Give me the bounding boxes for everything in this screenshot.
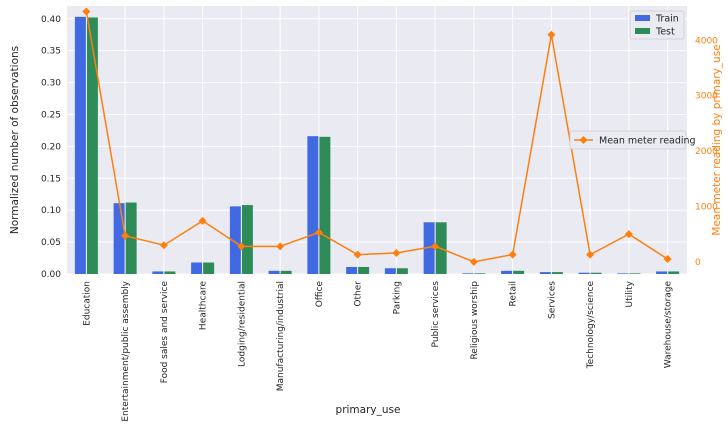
legend-label-mean: Mean meter reading	[599, 136, 696, 147]
mean-meter-marker	[314, 228, 323, 237]
y-tick-label: 0.15	[41, 174, 61, 184]
legend-line-marker	[579, 136, 588, 144]
mean-meter-marker	[508, 250, 517, 259]
bar-train	[462, 273, 474, 274]
mean-meter-marker	[547, 30, 556, 39]
bar-test	[629, 273, 641, 274]
bar-test	[551, 272, 563, 274]
legend-label-test: Test	[655, 27, 675, 38]
bar-train	[384, 268, 396, 274]
legend-label-train: Train	[655, 14, 679, 25]
x-tick-label: Technology/science	[586, 281, 596, 370]
y-tick-label: 0.40	[41, 15, 61, 25]
legend-line: Mean meter reading	[569, 130, 696, 150]
bar-test	[164, 271, 176, 274]
y-axis-right-label: Mean meter reading by primary_use	[711, 44, 723, 235]
y-right-tick-label: 2000	[695, 147, 718, 157]
x-tick-label: Warehouse/storage	[664, 281, 674, 369]
mean-meter-marker	[159, 241, 168, 250]
bar-test	[358, 266, 370, 274]
y-right-tick-label: 3000	[695, 92, 718, 102]
bar-train	[152, 271, 164, 274]
bar-train	[423, 222, 435, 274]
y-right-tick-label: 4000	[695, 36, 718, 46]
mean-meter-marker	[82, 7, 91, 16]
x-tick-label: Public services	[431, 281, 441, 348]
x-tick-label: Retail	[509, 281, 519, 306]
bar-train	[346, 266, 358, 274]
x-tick-label: Office	[315, 281, 325, 308]
y-right-tick-label: 1000	[695, 202, 718, 212]
grid	[67, 6, 687, 275]
x-tick-label: Entertainment/public assembly	[121, 280, 131, 421]
y-tick-label: 0.10	[41, 206, 61, 216]
mean-meter-marker	[276, 242, 285, 251]
x-tick-label: Healthcare	[199, 281, 209, 331]
bar-train	[501, 270, 513, 274]
bar-test	[203, 262, 215, 274]
mean-meter-marker	[663, 255, 672, 264]
bar-test	[241, 205, 253, 274]
x-tick-label: Utility	[625, 280, 635, 307]
x-tick-label: Parking	[392, 281, 402, 314]
x-tick-label: Food sales and service	[160, 281, 170, 384]
mean-meter-marker	[624, 230, 633, 239]
bar-train	[191, 262, 203, 274]
y-tick-label: 0.05	[41, 238, 61, 248]
y-tick-label: 0.35	[41, 47, 61, 57]
mean-meter-marker	[121, 231, 130, 240]
bar-test	[280, 270, 292, 274]
mean-meter-marker	[431, 242, 440, 251]
bar-test	[668, 271, 680, 274]
legend-line-frame	[569, 130, 687, 150]
mean-meter-marker	[237, 242, 246, 251]
bar-train	[74, 16, 86, 274]
x-tick-label: Education	[82, 281, 92, 326]
bar-train	[113, 203, 125, 274]
bar-train	[656, 271, 668, 274]
bar-test	[396, 268, 408, 274]
mean-meter-marker	[392, 248, 401, 257]
x-axis-label: primary_use	[336, 404, 401, 416]
bar-train	[617, 273, 629, 274]
mean-meter-marker	[198, 216, 207, 225]
x-axis: Education Entertainment/public assembly Fo…	[82, 280, 673, 421]
bar-test	[125, 202, 137, 274]
bar-test	[474, 273, 486, 274]
x-tick-label: Lodging/residential	[237, 281, 247, 367]
bar-test	[86, 17, 98, 274]
legend-swatch-train	[635, 15, 650, 21]
bar-train	[229, 206, 241, 274]
y-tick-label: 0.25	[41, 110, 61, 120]
bar-test	[319, 136, 331, 274]
mean-meter-marker	[469, 257, 478, 266]
x-tick-label: Manufacturing/industrial	[276, 281, 286, 391]
bar-test	[513, 270, 525, 274]
y-tick-label: 0.20	[41, 142, 61, 152]
legend-bars: Train Test	[629, 10, 685, 40]
x-tick-label: Services	[547, 281, 557, 319]
y-tick-label: 0.00	[41, 270, 61, 280]
bar-train	[268, 270, 280, 274]
x-tick-label: Religious worship	[470, 281, 480, 360]
y-tick-label: 0.30	[41, 79, 61, 89]
bar-train	[539, 272, 551, 274]
bar-train	[307, 136, 319, 274]
mean-meter-marker	[586, 250, 595, 259]
mean-meter-marker	[353, 250, 362, 259]
y-axis-label: Normalized number of observations	[9, 46, 21, 234]
bar-train	[578, 272, 590, 274]
y-right-tick-label: 0	[695, 258, 701, 268]
bar-test	[590, 272, 602, 274]
x-tick-label: Other	[354, 281, 364, 307]
y-axis-left: 0.00 0.05 0.10 0.15 0.20 0.25 0.30 0.35 0.40	[41, 15, 61, 280]
y-axis-right: 0 1000 2000 3000 4000	[695, 36, 718, 267]
legend-swatch-test	[635, 28, 650, 34]
